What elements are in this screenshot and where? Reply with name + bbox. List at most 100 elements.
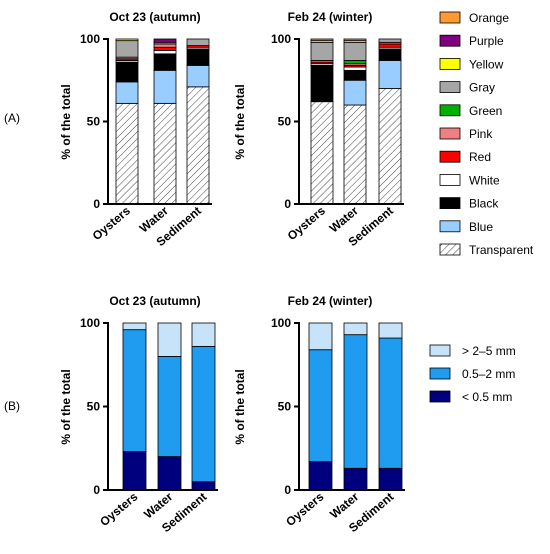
bar-segment-water-blue [153, 69, 177, 104]
bar-segment-sediment-0-5-2-mm [191, 345, 216, 483]
bar-segment-water-2-5-mm [157, 322, 182, 357]
bar-segment-sediment-0-5-mm [378, 467, 403, 491]
legend-swatch-pink [439, 127, 461, 140]
bar-segment-water-green [343, 60, 367, 65]
y-tick-label: 100 [80, 32, 100, 46]
legend-label-2-5-mm: > 2–5 mm [462, 344, 516, 358]
chart-b-autumn: Oct 23 (autumn) % of the total 0 50 100 Oy… [59, 294, 218, 535]
bar-segment-sediment-black [186, 48, 210, 66]
bar-segment-oysters-0-5-mm [308, 461, 333, 491]
y-axis-label: % of the total [59, 369, 73, 444]
bar-segment-water-transparent [153, 102, 177, 205]
bar-segment-water-black [153, 53, 177, 71]
legend-swatch-blue [439, 220, 461, 233]
legend-label-transparent: Transparent [469, 243, 534, 257]
y-tick-label: 100 [271, 32, 291, 46]
bar-segment-sediment-black [378, 48, 402, 61]
y-axis-label: % of the total [59, 84, 73, 159]
bar-segment-sediment-0-5-2-mm [378, 337, 403, 469]
y-tick-label: 0 [284, 197, 291, 211]
bar-segment-water-0-5-2-mm [157, 355, 182, 457]
bar-segment-oysters-0-5-2-mm [122, 329, 147, 452]
legend-swatch-orange [439, 11, 461, 24]
bar-segment-water-transparent [343, 104, 367, 205]
bar-segment-sediment-blue [378, 60, 402, 89]
panel-label-b: (B) [4, 399, 20, 413]
chart-title: Oct 23 (autumn) [109, 10, 200, 24]
legend-swatch-gray [439, 81, 461, 93]
y-axis-label: % of the total [233, 84, 247, 159]
bar-segment-water-white [343, 66, 367, 71]
bar-segment-oysters-0-5-mm [122, 451, 147, 491]
bar-segment-oysters-orange [310, 38, 334, 42]
legend-swatch-red [439, 150, 461, 163]
bar-segment-oysters-transparent [310, 101, 334, 205]
bar-segment-water-purple [153, 38, 177, 43]
bar-segment-oysters-black [310, 65, 334, 103]
y-tick-label: 0 [93, 197, 100, 211]
color-legend: Orange Purple Yellow Gray Green Pink Red White B… [439, 11, 534, 257]
legend-label-pink: Pink [469, 127, 493, 141]
legend-label-green: Green [469, 104, 502, 118]
bar-segment-sediment-gray [378, 38, 402, 43]
bar-segment-water-gray [343, 41, 367, 61]
legend-label-blue: Blue [469, 220, 493, 234]
bar-segment-water-2-5-mm [343, 322, 368, 336]
legend-label-white: White [469, 173, 500, 187]
y-tick-label: 50 [278, 400, 292, 414]
legend-swatch-0-5-mm [429, 390, 451, 403]
bar-segment-sediment-0-5-mm [191, 481, 216, 491]
bar-segment-water-pink [153, 43, 177, 48]
legend-swatch-white [439, 173, 461, 186]
bar-segment-oysters-gray [310, 41, 334, 61]
chart-title: Feb 24 (winter) [288, 10, 373, 24]
x-tick-label: Oysters [97, 489, 140, 529]
legend-label-purple: Purple [469, 34, 504, 48]
bar-segment-oysters-blue [115, 81, 139, 104]
bar-segment-sediment-red [378, 43, 402, 48]
bar-segment-water-blue [343, 79, 367, 106]
bar-segment-oysters-2-5-mm [122, 322, 147, 331]
bar-segment-water-0-5-mm [343, 467, 368, 491]
y-tick-label: 100 [80, 316, 100, 330]
y-tick-label: 50 [278, 115, 292, 129]
bar-segment-oysters-transparent [115, 102, 139, 205]
y-tick-label: 0 [284, 483, 291, 497]
legend-label-black: Black [469, 197, 499, 211]
y-tick-label: 0 [93, 483, 100, 497]
bar-segment-water-white [153, 50, 177, 55]
legend-label-0-5-2-mm: 0.5–2 mm [462, 367, 515, 381]
bar-segment-oysters-yellow [115, 38, 139, 42]
bar-segment-oysters-gray [115, 40, 139, 58]
legend-label-0-5-mm: < 0.5 mm [462, 390, 512, 404]
legend-swatch-yellow [439, 58, 461, 70]
y-tick-label: 50 [87, 115, 101, 129]
bar-segment-sediment-transparent [186, 86, 210, 205]
legend-swatch-black [439, 197, 461, 210]
size-legend: > 2–5 mm 0.5–2 mm < 0.5 mm [429, 344, 516, 404]
bar-segment-water-black [343, 69, 367, 81]
bar-segment-water-0-5-mm [157, 456, 182, 491]
y-tick-label: 50 [87, 400, 101, 414]
legend-swatch-transparent [439, 243, 461, 256]
bar-segment-water-0-5-2-mm [343, 334, 368, 469]
chart-a-winter: Feb 24 (winter) % of the total 0 50 100 Oy… [233, 10, 404, 249]
panel-label-a: (A) [4, 111, 20, 125]
bar-segment-water-red [153, 46, 177, 51]
legend-label-yellow: Yellow [469, 57, 504, 71]
bar-segment-water-orange [343, 38, 367, 42]
bar-segment-sediment-2-5-mm [191, 322, 216, 347]
legend-swatch-0-5-2-mm [429, 367, 451, 380]
bar-segment-oysters-black [115, 61, 139, 83]
bar-segment-sediment-gray [186, 38, 210, 46]
bar-segment-sediment-2-5-mm [378, 322, 403, 339]
bar-segment-sediment-blue [186, 65, 210, 88]
y-axis-label: % of the total [233, 369, 247, 444]
legend-label-orange: Orange [469, 11, 509, 25]
bar-segment-sediment-transparent [378, 88, 402, 205]
bar-segment-oysters-2-5-mm [308, 322, 333, 351]
